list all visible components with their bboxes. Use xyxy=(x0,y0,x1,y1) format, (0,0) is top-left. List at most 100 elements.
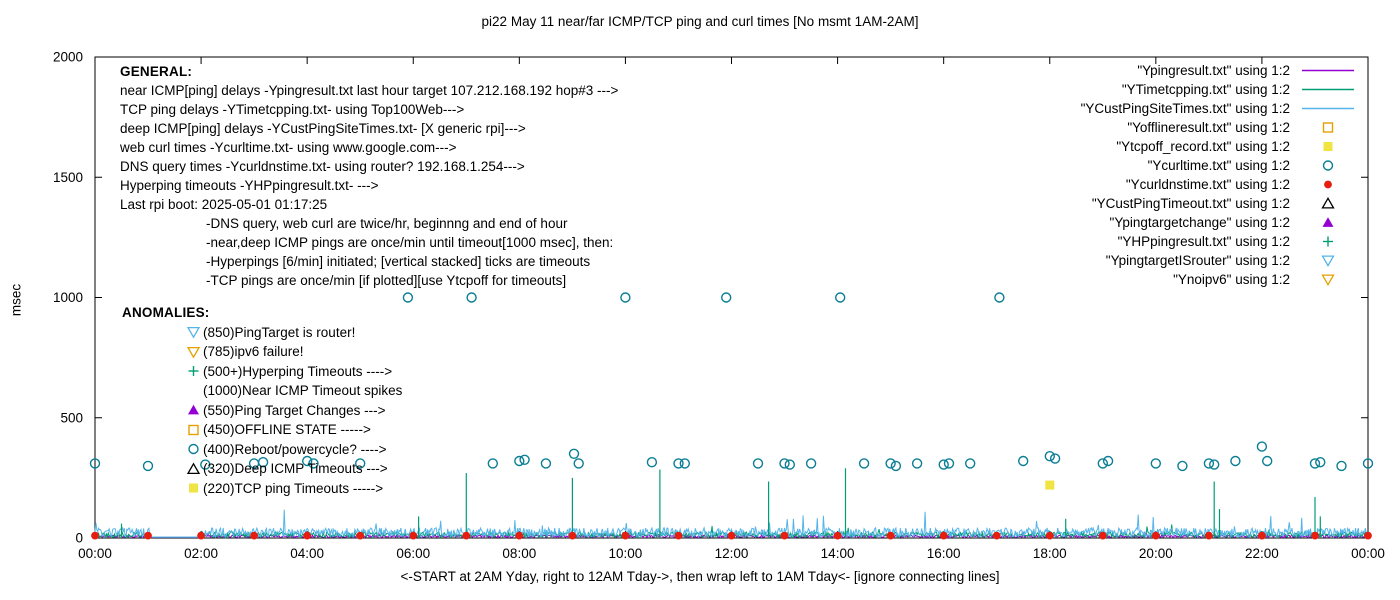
legend-sample-triangle-up-filled-icon xyxy=(1322,217,1334,227)
general-line: Last rpi boot: 2025-05-01 01:17:25 xyxy=(120,197,328,212)
legend-item: "Ytcpoff_record.txt" using 1:2 xyxy=(1081,137,1356,156)
x-tick-label: 18:00 xyxy=(1033,546,1067,561)
legend-label: "YpingtargetISrouter" using 1:2 xyxy=(1105,253,1290,268)
triangle-up-open-icon xyxy=(1321,196,1335,209)
y-tick-label: 1500 xyxy=(53,170,83,185)
triangle-up-filled-icon xyxy=(1322,217,1334,227)
legend-sample-triangle-up-open-icon xyxy=(1321,196,1335,209)
legend-sample-line-icon xyxy=(1302,69,1354,72)
anomaly-text: (785)ipv6 failure! xyxy=(203,344,304,359)
x-tick-label: 22:00 xyxy=(1245,546,1279,561)
anomaly-text: (450)OFFLINE STATE -----> xyxy=(203,422,371,437)
legend-item: "Ycurltime.txt" using 1:2 xyxy=(1081,156,1356,175)
y-tick-label: 0 xyxy=(75,531,83,546)
anomaly-item: (450)OFFLINE STATE -----> xyxy=(122,420,402,440)
triangle-up-open-icon xyxy=(186,462,201,474)
legend-item: "YCustPingSiteTimes.txt" using 1:2 xyxy=(1081,99,1356,118)
series-Ytcpoff_record xyxy=(1045,480,1055,490)
anomaly-item: (220)TCP ping Timeouts -----> xyxy=(122,479,402,499)
square-open-icon xyxy=(188,424,199,435)
general-note: -near,deep ICMP pings are once/min until… xyxy=(206,235,614,250)
legend-sample-square-filled-icon xyxy=(1323,142,1333,151)
triangle-down-open-icon xyxy=(186,327,201,339)
x-tick-label: 06:00 xyxy=(396,546,430,561)
anomaly-item: (1000)Near ICMP Timeout spikes xyxy=(122,381,402,401)
legend-sample-triangle-down-open-icon xyxy=(1321,255,1335,268)
legend-label: "Ypingresult.txt" using 1:2 xyxy=(1137,63,1290,78)
no-icon-spacer xyxy=(186,383,202,399)
general-heading: GENERAL: xyxy=(120,64,193,79)
legend-item: "Ypingresult.txt" using 1:2 xyxy=(1081,61,1356,80)
y-tick-label: 500 xyxy=(60,410,83,425)
legend-label: "YTimetcpping.txt" using 1:2 xyxy=(1121,82,1290,97)
square-filled-icon xyxy=(1323,142,1333,151)
anomaly-text: (320)Deep ICMP Timeouts ---> xyxy=(203,461,388,476)
triangle-up-filled-icon xyxy=(188,405,199,415)
x-tick-label: 20:00 xyxy=(1139,546,1173,561)
triangle-up-open-icon xyxy=(186,462,201,474)
legend-label: "YCustPingTimeout.txt" using 1:2 xyxy=(1091,196,1290,211)
legend-item: "YpingtargetISrouter" using 1:2 xyxy=(1081,251,1356,270)
square-filled-icon xyxy=(189,483,198,493)
triangle-down-open-icon xyxy=(186,346,201,359)
general-line: web curl times -Ycurltime.txt- using www… xyxy=(120,140,457,155)
legend-sample-square-open-icon xyxy=(1322,122,1334,133)
general-annotations: GENERAL: near ICMP[ping] delays -Ypingres… xyxy=(120,62,618,290)
legend-item: "Ypingtargetchange" using 1:2 xyxy=(1081,213,1356,232)
triangle-down-open-icon xyxy=(1321,255,1335,268)
legend-sample-triangle-down-open-icon xyxy=(1321,274,1335,287)
x-tick-label: 04:00 xyxy=(290,546,324,561)
x-tick-label: 02:00 xyxy=(184,546,218,561)
legend-item: "Yofflineresult.txt" using 1:2 xyxy=(1081,118,1356,137)
legend-label: "Ypingtargetchange" using 1:2 xyxy=(1109,215,1290,230)
anomaly-text: (500+)Hyperping Timeouts ----> xyxy=(203,363,393,379)
x-axis: 00:00 02:00 04:00 06:00 08:00 10:00 12:00 14:00… xyxy=(78,57,1385,561)
anomaly-item: (320)Deep ICMP Timeouts ---> xyxy=(122,459,402,479)
general-line: Hyperping timeouts -YHPpingresult.txt- -… xyxy=(120,178,379,193)
anomaly-item: (785)ipv6 failure! xyxy=(122,342,402,362)
general-note: -TCP pings are once/min [if plotted][use… xyxy=(206,273,567,288)
legend-label: "Ytcpoff_record.txt" using 1:2 xyxy=(1116,139,1290,154)
anomaly-text: (1000)Near ICMP Timeout spikes xyxy=(203,383,403,398)
legend: "Ypingresult.txt" using 1:2 "YTimetcpping… xyxy=(1081,61,1356,289)
square-open-icon xyxy=(188,424,199,435)
anomalies-heading: ANOMALIES: xyxy=(122,305,210,320)
x-axis-label: <-START at 2AM Yday, right to 12AM Tday-… xyxy=(400,569,1000,584)
anomaly-item: (550)Ping Target Changes ---> xyxy=(122,401,402,421)
x-tick-label: 00:00 xyxy=(78,546,112,561)
triangle-down-open-icon xyxy=(186,346,201,359)
general-line: deep ICMP[ping] delays -YCustPingSiteTim… xyxy=(120,121,526,136)
legend-sample-plus-icon xyxy=(1323,236,1333,247)
x-tick-label: 10:00 xyxy=(609,546,643,561)
legend-label: "YHPpingresult.txt" using 1:2 xyxy=(1117,234,1290,249)
legend-item: "Ynoipv6" using 1:2 xyxy=(1081,270,1356,289)
legend-item: "YCustPingTimeout.txt" using 1:2 xyxy=(1081,194,1356,213)
circle-open-icon xyxy=(1322,160,1334,171)
x-tick-label: 14:00 xyxy=(821,546,855,561)
triangle-down-open-icon xyxy=(186,327,201,339)
legend-sample-circle-filled-icon xyxy=(1324,180,1332,189)
legend-item: "Ycurldnstime.txt" using 1:2 xyxy=(1081,175,1356,194)
general-line: TCP ping delays -YTimetcpping.txt- using… xyxy=(120,102,465,117)
legend-sample-circle-open-icon xyxy=(1322,160,1334,171)
anomaly-text: (550)Ping Target Changes ---> xyxy=(203,402,386,418)
plus-icon xyxy=(188,366,199,377)
anomalies-annotations: ANOMALIES: (850)PingTarget is router! (785… xyxy=(122,303,402,498)
general-note: -Hyperpings [6/min] initiated; [vertical… xyxy=(206,254,591,269)
series-Ycurldnstime xyxy=(91,531,1372,540)
series-Ycurltime xyxy=(89,292,1374,472)
triangle-up-filled-icon xyxy=(188,405,199,415)
circle-filled-icon xyxy=(1324,180,1332,189)
legend-label: "Ycurldnstime.txt" using 1:2 xyxy=(1125,177,1290,192)
anomaly-item: (500+)Hyperping Timeouts ----> xyxy=(122,362,402,382)
y-tick-label: 2000 xyxy=(53,50,83,65)
circle-open-icon xyxy=(188,444,199,455)
legend-label: "Ycurltime.txt" using 1:2 xyxy=(1147,158,1290,173)
x-tick-label: 00:00 xyxy=(1351,546,1385,561)
legend-sample-line-icon xyxy=(1302,107,1354,110)
x-tick-label: 16:00 xyxy=(927,546,961,561)
legend-label: "Yofflineresult.txt" using 1:2 xyxy=(1127,120,1290,135)
chart-title: pi22 May 11 near/far ICMP/TCP ping and c… xyxy=(481,14,919,29)
